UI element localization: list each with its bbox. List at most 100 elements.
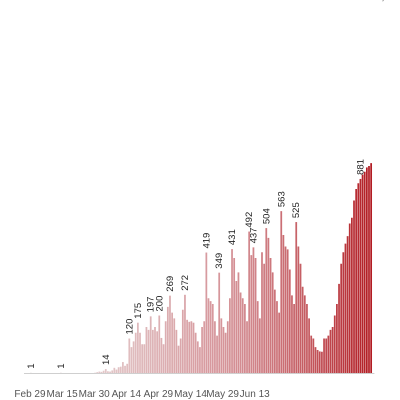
x-tick-label: Apr 29 xyxy=(144,389,174,400)
bar xyxy=(154,327,156,373)
bar xyxy=(308,318,310,373)
bar xyxy=(124,365,126,373)
bar xyxy=(128,338,131,373)
bar xyxy=(214,321,216,373)
bar xyxy=(237,272,240,373)
bar xyxy=(119,366,122,373)
bar xyxy=(229,298,231,373)
bar xyxy=(306,304,308,373)
bar xyxy=(291,295,293,374)
bar xyxy=(342,252,345,373)
bar xyxy=(149,316,152,373)
bar xyxy=(160,337,163,373)
bar xyxy=(336,304,338,373)
bar xyxy=(263,263,266,373)
bar xyxy=(171,312,173,373)
bar xyxy=(199,347,201,373)
bar xyxy=(310,335,313,374)
bar xyxy=(269,258,272,373)
data-label: 563 xyxy=(276,191,287,207)
bar xyxy=(286,249,289,373)
bar xyxy=(194,332,197,373)
bar xyxy=(211,304,214,373)
bar xyxy=(293,304,295,373)
bar xyxy=(141,344,144,373)
bar xyxy=(192,322,195,373)
data-label: 175 xyxy=(133,303,144,319)
bar xyxy=(297,246,300,373)
data-label: 349 xyxy=(214,253,225,269)
bar xyxy=(190,321,193,373)
bar xyxy=(276,301,278,374)
bar xyxy=(102,370,105,373)
bar xyxy=(282,235,285,373)
bar xyxy=(261,252,263,373)
data-label: 504 xyxy=(261,208,272,224)
bar xyxy=(248,231,251,373)
bar xyxy=(151,329,154,374)
data-label: 1 xyxy=(56,363,67,368)
bar xyxy=(357,183,360,373)
data-label: 419 xyxy=(201,233,212,249)
bar xyxy=(346,236,349,373)
bar xyxy=(280,211,283,373)
bar xyxy=(224,332,227,373)
bar xyxy=(258,318,261,373)
bar xyxy=(288,269,291,373)
bar xyxy=(126,363,129,373)
bar xyxy=(186,319,188,373)
bar xyxy=(344,243,347,374)
bar xyxy=(143,344,146,373)
bar xyxy=(100,371,103,373)
bar xyxy=(169,295,171,373)
data-label: 14 xyxy=(101,354,112,365)
bar xyxy=(331,327,334,373)
bar xyxy=(327,335,330,374)
bar xyxy=(205,252,208,373)
bar xyxy=(348,223,351,373)
bar xyxy=(241,298,244,373)
bar xyxy=(158,315,161,373)
bar xyxy=(254,258,257,373)
bar xyxy=(299,263,302,373)
bar xyxy=(115,369,118,373)
bar xyxy=(250,255,253,373)
data-label: 437 xyxy=(248,228,259,244)
bar xyxy=(107,371,109,373)
bar xyxy=(325,338,328,373)
bar xyxy=(179,338,182,373)
bar xyxy=(96,372,99,373)
data-label: 881 xyxy=(355,159,366,175)
x-tick-label: Jun 13 xyxy=(240,389,270,400)
x-tick-label: Mar 30 xyxy=(79,389,111,400)
bar xyxy=(284,246,287,373)
data-label: 1 xyxy=(26,363,37,368)
bar xyxy=(351,217,353,373)
bar xyxy=(314,347,317,373)
bar xyxy=(122,362,124,373)
bar xyxy=(316,350,319,373)
bar xyxy=(329,329,332,374)
bar xyxy=(166,306,169,374)
bar xyxy=(175,329,178,374)
bar xyxy=(184,294,186,373)
bar xyxy=(139,332,141,373)
bar xyxy=(207,298,210,373)
bar xyxy=(235,281,238,373)
bar xyxy=(177,345,180,373)
bar xyxy=(220,318,223,373)
bar xyxy=(256,301,259,374)
bar xyxy=(147,329,150,374)
bar xyxy=(368,166,370,373)
data-label: 272 xyxy=(180,275,191,291)
data-label: 120 xyxy=(124,319,135,335)
bar xyxy=(321,351,323,373)
bar xyxy=(111,370,114,373)
bar xyxy=(145,327,148,373)
bar xyxy=(355,189,358,373)
bar xyxy=(104,368,107,373)
bar xyxy=(130,347,133,373)
bar xyxy=(156,331,159,373)
x-tick-label: Mar 15 xyxy=(47,389,79,400)
